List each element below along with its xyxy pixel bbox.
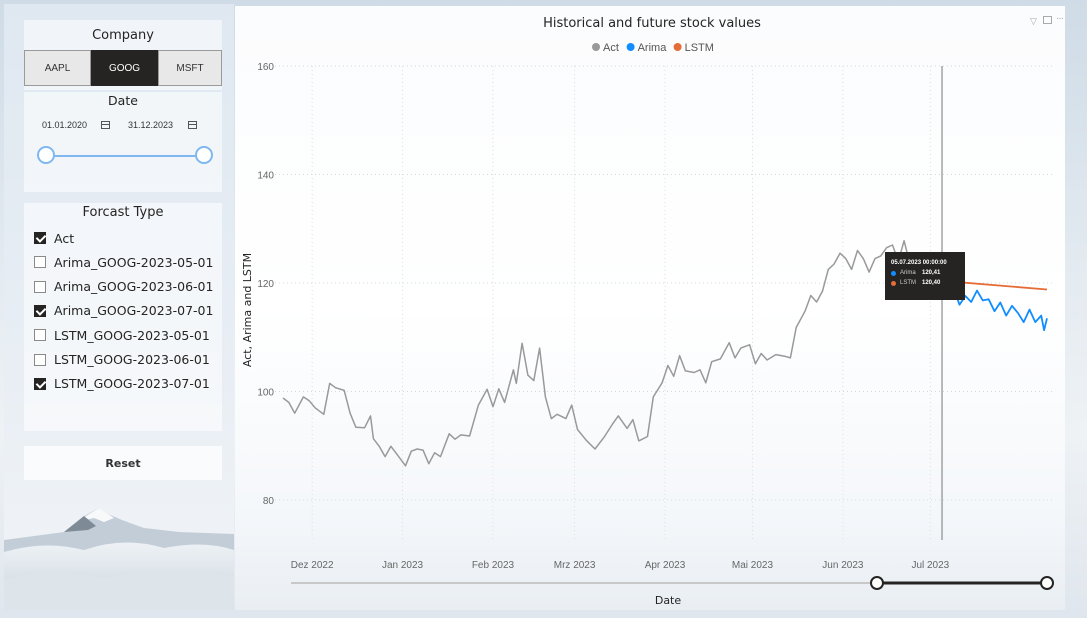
focus-mode-icon[interactable] <box>1043 16 1052 24</box>
x-axis-title: Date <box>655 594 682 607</box>
y-tick-label: 120 <box>257 279 274 290</box>
x-tick-label: Dez 2022 <box>291 560 334 571</box>
tooltip-key: Arima <box>900 270 916 276</box>
x-tick-label: Apr 2023 <box>645 560 686 571</box>
date-start-field[interactable]: 01.01.2020 <box>42 120 88 130</box>
forecast-option-label: Arima_GOOG-2023-07-01 <box>54 303 214 319</box>
x-tick-label: Jan 2023 <box>382 560 424 571</box>
mountain-background-image <box>4 508 234 610</box>
company-button-msft[interactable]: MSFT <box>158 50 222 86</box>
tooltip-key: LSTM <box>900 280 917 286</box>
legend-arima-label: Arima <box>638 42 668 54</box>
y-axis-title: Act, Arima and LSTM <box>241 253 254 367</box>
forecast-option-label: Act <box>54 230 75 246</box>
forecast-option[interactable]: Arima_GOOG-2023-05-01 <box>34 253 213 271</box>
lstm-color-dot <box>891 280 896 286</box>
forecast-option-label: LSTM_GOOG-2023-05-01 <box>54 327 210 343</box>
date-range-end-handle[interactable] <box>195 146 213 164</box>
more-options-icon[interactable]: ··· <box>1056 13 1064 24</box>
forecast-type-slicer <box>24 203 222 431</box>
tooltip-value: 120,40 <box>922 280 941 286</box>
checkbox-unchecked-icon[interactable] <box>34 353 46 366</box>
tooltip: 05.07.2023 00:00:00 Arima 120,41 LSTM 12… <box>885 252 965 300</box>
calendar-icon[interactable] <box>101 121 110 129</box>
arima-color-dot <box>891 270 896 276</box>
x-tick-label: Mai 2023 <box>732 560 774 571</box>
date-range-track[interactable] <box>47 155 205 157</box>
forecast-option-label: Arima_GOOG-2023-06-01 <box>54 279 214 295</box>
y-tick-label: 80 <box>263 496 275 507</box>
checkbox-checked-icon[interactable] <box>34 304 46 317</box>
chart-visual <box>235 6 1065 610</box>
company-button-aapl[interactable]: AAPL <box>24 50 91 86</box>
company-slicer-title: Company <box>92 28 154 43</box>
legend-act-label: Act <box>603 42 619 54</box>
checkbox-unchecked-icon[interactable] <box>34 329 46 342</box>
legend-lstm-label: LSTM <box>685 42 714 54</box>
forecast-option[interactable]: LSTM_GOOG-2023-05-01 <box>34 326 210 344</box>
date-end-field[interactable]: 31.12.2023 <box>128 120 174 130</box>
tooltip-value: 120,41 <box>922 270 941 276</box>
legend-lstm-dot <box>673 43 682 51</box>
legend-arima-dot <box>626 43 635 51</box>
company-button-goog[interactable]: GOOG <box>91 50 158 86</box>
tooltip-row: LSTM 120,40 <box>891 280 959 286</box>
date-range-start-handle[interactable] <box>37 146 55 164</box>
checkbox-unchecked-icon[interactable] <box>34 256 46 269</box>
x-tick-label: Jun 2023 <box>822 560 864 571</box>
x-tick-label: Mrz 2023 <box>554 560 596 571</box>
tooltip-row: Arima 120,41 <box>891 270 959 276</box>
forecast-option-label: Arima_GOOG-2023-05-01 <box>54 254 214 270</box>
x-tick-label: Jul 2023 <box>911 560 949 571</box>
y-tick-label: 140 <box>257 171 274 182</box>
tooltip-title: 05.07.2023 00:00:00 <box>891 260 947 266</box>
forecast-type-title: Forcast Type <box>82 205 164 220</box>
calendar-icon[interactable] <box>188 121 197 129</box>
series-act-line <box>282 239 943 467</box>
y-tick-label: 100 <box>257 388 274 399</box>
date-slicer <box>24 92 222 192</box>
forecast-option-label: LSTM_GOOG-2023-06-01 <box>54 352 210 367</box>
date-slicer-title: Date <box>108 93 138 108</box>
checkbox-checked-icon[interactable] <box>34 232 46 244</box>
chart-title: Historical and future stock values <box>543 16 761 31</box>
checkbox-unchecked-icon[interactable] <box>34 280 46 293</box>
forecast-option[interactable]: Arima_GOOG-2023-06-01 <box>34 278 213 296</box>
forecast-option[interactable]: LSTM_GOOG-2023-06-01 <box>34 351 210 369</box>
zoom-slider-start-handle[interactable] <box>870 576 884 590</box>
legend-act-dot <box>592 43 600 51</box>
filter-icon[interactable]: ▽ <box>1030 16 1037 26</box>
forecast-option[interactable]: Arima_GOOG-2023-07-01 <box>34 302 213 320</box>
reset-button[interactable]: Reset <box>24 446 222 480</box>
forecast-option[interactable]: Act <box>34 229 74 247</box>
checkbox-checked-icon[interactable] <box>34 377 46 390</box>
forecast-option-label: LSTM_GOOG-2023-07-01 <box>54 376 210 392</box>
forecast-option[interactable]: LSTM_GOOG-2023-07-01 <box>34 375 210 393</box>
zoom-slider-end-handle[interactable] <box>1040 576 1054 590</box>
series-arima-line <box>941 280 1048 332</box>
y-tick-label: 160 <box>257 62 274 73</box>
x-tick-label: Feb 2023 <box>472 560 515 571</box>
